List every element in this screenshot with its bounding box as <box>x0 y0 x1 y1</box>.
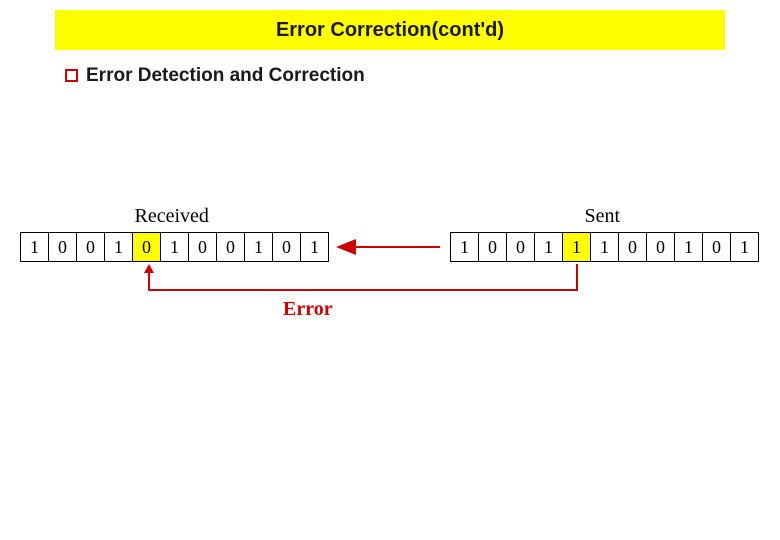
error-label: Error <box>283 298 333 321</box>
received-bits: 10010100101 <box>20 232 329 262</box>
bit-cell: 0 <box>76 232 105 262</box>
slide-title: Error Correction(cont'd) <box>276 19 504 42</box>
subheading-text: Error Detection and Correction <box>86 65 365 86</box>
error-pointer-arrowhead-icon <box>144 264 154 273</box>
error-pointer-line <box>149 264 577 290</box>
bit-cell: 1 <box>562 232 591 262</box>
bit-cell: 0 <box>646 232 675 262</box>
bit-cell: 0 <box>506 232 535 262</box>
bit-cell: 0 <box>188 232 217 262</box>
bit-cell: 0 <box>132 232 161 262</box>
bit-cell: 0 <box>618 232 647 262</box>
bit-cell: 1 <box>300 232 329 262</box>
subheading-row: Error Detection and Correction <box>65 65 365 87</box>
bit-cell: 0 <box>216 232 245 262</box>
sent-label: Sent <box>585 205 621 228</box>
bit-cell: 0 <box>702 232 731 262</box>
bit-cell: 1 <box>450 232 479 262</box>
received-label: Received <box>135 205 209 228</box>
bit-cell: 1 <box>160 232 189 262</box>
bit-cell: 1 <box>20 232 49 262</box>
bit-cell: 1 <box>534 232 563 262</box>
sent-bits: 10011100101 <box>450 232 759 262</box>
bit-cell: 1 <box>244 232 273 262</box>
bit-cell: 0 <box>478 232 507 262</box>
bit-cell: 0 <box>272 232 301 262</box>
slide-title-bar: Error Correction(cont'd) <box>55 10 725 50</box>
bit-cell: 0 <box>48 232 77 262</box>
bullet-square-icon <box>65 69 78 82</box>
bit-cell: 1 <box>674 232 703 262</box>
bit-cell: 1 <box>730 232 759 262</box>
bit-cell: 1 <box>104 232 133 262</box>
bit-cell: 1 <box>590 232 619 262</box>
